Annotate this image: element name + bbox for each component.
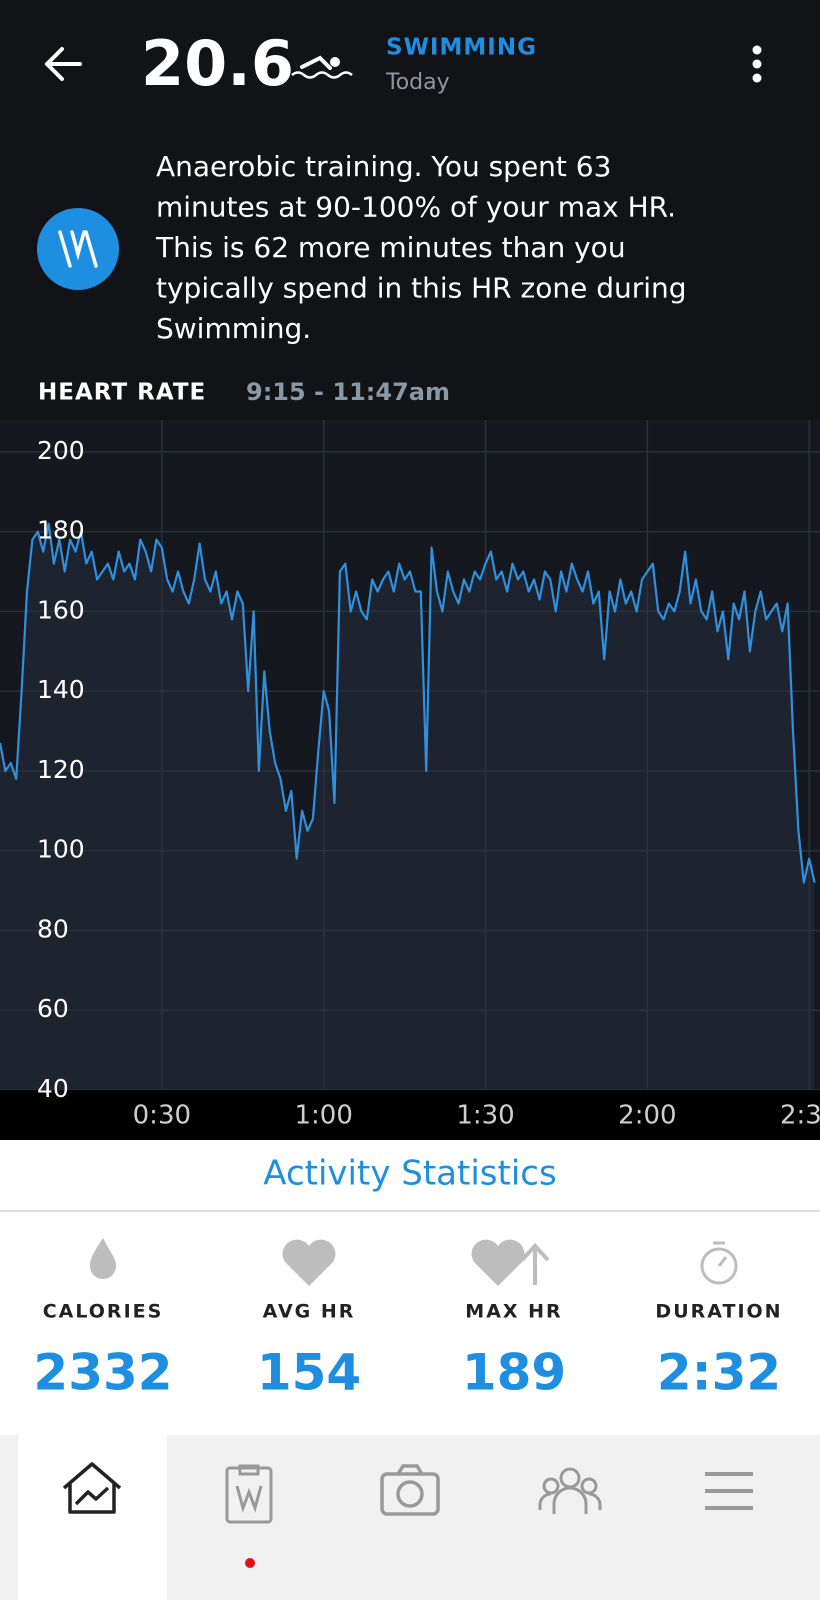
y-tick-label: 160	[37, 595, 85, 624]
x-tick-label: 2:30	[780, 1101, 820, 1131]
insight-line: Anaerobic training. You spent 63	[156, 150, 611, 183]
stat-value: 2:32	[657, 1344, 781, 1402]
more-menu[interactable]	[752, 45, 762, 83]
stat-value: 2332	[33, 1344, 172, 1402]
score: 20.6	[141, 27, 294, 100]
heart-icon	[282, 1239, 336, 1286]
arrow-up-icon	[520, 1243, 550, 1285]
y-tick-label: 40	[37, 1074, 69, 1103]
x-tick-label: 1:00	[294, 1101, 352, 1131]
nav-tab-active	[18, 1435, 167, 1600]
y-tick-label: 60	[37, 994, 69, 1023]
insight-icon	[37, 208, 119, 290]
back-button[interactable]	[45, 47, 82, 81]
stopwatch-icon	[700, 1247, 738, 1285]
insight-line: Swimming.	[156, 312, 311, 345]
chart-title: HEART RATE	[38, 380, 206, 406]
hr-area	[0, 523, 815, 1090]
stat-label: DURATION	[655, 1301, 782, 1323]
y-tick-label: 120	[37, 755, 85, 784]
stats-title: Activity Statistics	[263, 1154, 556, 1194]
x-tick-label: 0:30	[133, 1101, 191, 1131]
insight-text: Anaerobic training. You spent 63 minutes …	[155, 150, 687, 345]
insight-line: This is 62 more minutes than you	[155, 231, 626, 264]
insight-line: minutes at 90-100% of your max HR.	[156, 191, 676, 224]
stat-label: AVG HR	[263, 1301, 356, 1323]
stats-bg	[0, 1140, 820, 1435]
flame-icon	[90, 1238, 116, 1279]
stat-value: 189	[462, 1344, 566, 1402]
stat-icons	[90, 1238, 738, 1286]
back-arrow	[45, 47, 82, 81]
nav-log[interactable]	[225, 1464, 273, 1524]
nav-menu[interactable]	[705, 1472, 753, 1510]
x-tick-label: 2:00	[618, 1101, 676, 1131]
y-tick-label: 180	[37, 516, 85, 545]
nav-home[interactable]	[62, 1462, 122, 1514]
max-heart-icon	[471, 1239, 525, 1286]
stats-grid: CALORIES 2332 AVG HR 154 MAX HR 189 DURATION 2:…	[33, 1301, 782, 1402]
hr-line	[0, 522, 816, 884]
header-bg	[0, 0, 820, 420]
y-tick-label: 200	[37, 436, 85, 465]
activity-name: SWIMMING	[386, 35, 537, 61]
nav-camera[interactable]	[380, 1464, 440, 1516]
stat-label: CALORIES	[43, 1301, 164, 1323]
insight-line: typically spend in this HR zone during	[156, 272, 687, 305]
chart-subtitle: 9:15 - 11:47am	[246, 378, 450, 406]
x-axis-band	[0, 1090, 820, 1140]
x-tick-label: 1:30	[456, 1101, 514, 1131]
nav-community[interactable]	[538, 1467, 602, 1514]
activity-date: Today	[385, 70, 450, 95]
notification-dot	[245, 1558, 255, 1568]
stopwatch-hand	[713, 1241, 728, 1267]
y-tick-label: 100	[37, 835, 85, 864]
y-tick-label: 140	[37, 675, 85, 704]
stat-label: MAX HR	[465, 1301, 562, 1323]
heart-rate-chart: HEART RATE 9:15 - 11:47am 0:30 1:00 1:30 2:00…	[0, 378, 820, 1140]
swim-icon	[291, 55, 353, 79]
y-tick-label: 80	[37, 914, 69, 943]
stat-value: 154	[257, 1344, 361, 1402]
